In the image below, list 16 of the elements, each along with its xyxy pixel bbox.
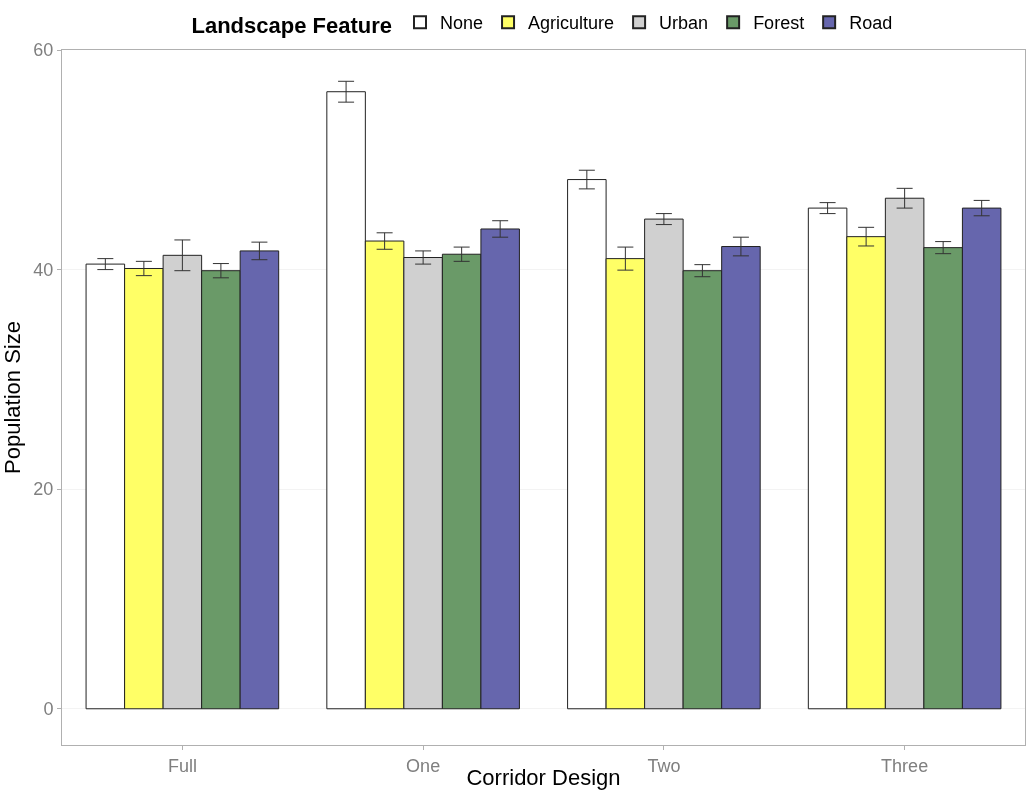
y-tick-label: 60 (33, 40, 54, 61)
y-tick-label: 20 (33, 479, 54, 500)
legend-title: Landscape Feature (191, 12, 393, 38)
x-tick-label: Two (647, 755, 681, 776)
x-tick-label: One (406, 755, 441, 776)
x-tick-label: Three (881, 755, 929, 776)
legend-label: Agriculture (528, 13, 615, 34)
legend-label: Urban (659, 13, 709, 34)
legend-label: Forest (753, 13, 805, 34)
legend-label: Road (849, 13, 893, 34)
x-tick-label: Full (167, 755, 197, 776)
x-axis-title: Corridor Design (466, 765, 621, 790)
y-tick-label: 40 (33, 259, 54, 280)
legend-label: None (440, 13, 484, 34)
y-tick-label: 0 (43, 699, 54, 720)
y-axis-title: Population Size (0, 321, 26, 474)
